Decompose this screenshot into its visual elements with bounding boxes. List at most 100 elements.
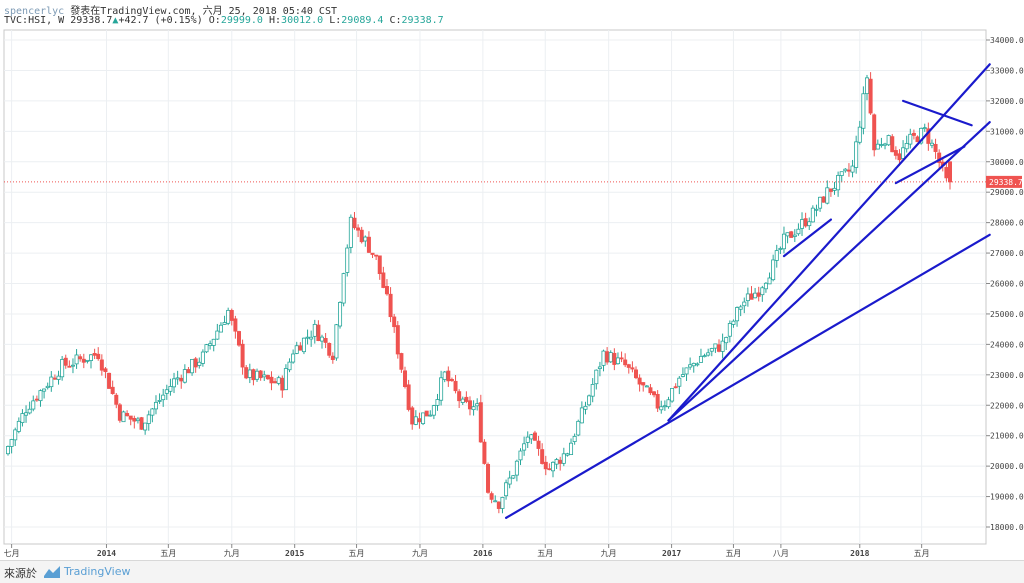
x-tick-label: 五月	[725, 549, 741, 558]
candle-body	[417, 418, 422, 423]
x-tick-label: 九月	[224, 549, 240, 558]
candle-body	[500, 496, 505, 509]
candle-body	[20, 413, 25, 424]
candle-body	[56, 375, 61, 380]
price-chart[interactable]: 18000.0 19000.0 20000.0 21000.0 22000.0 23000…	[0, 0, 1024, 560]
author-link[interactable]: spencerlyc	[4, 6, 65, 17]
candle-body	[666, 399, 671, 408]
x-tick-label: 九月	[601, 549, 617, 558]
candle-body	[753, 292, 758, 299]
candle-body	[558, 459, 563, 464]
candle-body	[330, 355, 335, 360]
candle-body	[135, 418, 140, 422]
candle-body	[406, 384, 411, 410]
price-axis[interactable]: 18000.0 19000.0 20000.0 21000.0 22000.0 23000…	[986, 36, 1024, 532]
candle-body	[200, 351, 205, 364]
candle-body	[915, 136, 920, 143]
candle-body	[222, 322, 227, 325]
candle-body	[395, 325, 400, 355]
tradingview-brand[interactable]: TradingView	[64, 565, 131, 578]
candle-body	[832, 187, 837, 191]
x-tick-label: 五月	[349, 549, 365, 558]
candle-body	[594, 369, 599, 385]
candle-body	[608, 352, 613, 363]
candle-body	[684, 367, 689, 375]
trendline[interactable]	[667, 63, 991, 422]
candle-body	[641, 382, 646, 386]
candle-body	[388, 293, 393, 318]
candle-body	[843, 168, 848, 172]
x-tick-label: 2014	[97, 549, 116, 558]
candle-body	[327, 342, 332, 356]
candle-body	[662, 405, 667, 408]
candle-body	[172, 378, 177, 388]
candle-body	[229, 310, 234, 321]
y-tick-label: 19000.0	[990, 493, 1024, 502]
candle-body	[893, 150, 898, 156]
candle-body	[673, 386, 678, 389]
candle-body	[374, 254, 379, 257]
y-tick-label: 23000.0	[990, 371, 1024, 380]
candle-body	[42, 388, 47, 392]
low-label: L:	[329, 15, 342, 26]
candle-body	[164, 389, 169, 394]
y-tick-label: 18000.0	[990, 523, 1024, 532]
candle-body	[587, 395, 592, 406]
candle-body	[514, 460, 519, 476]
candle-body	[901, 147, 906, 159]
candle-body	[215, 330, 220, 340]
candle-body	[157, 400, 162, 402]
trendline[interactable]	[894, 145, 966, 185]
candle-body	[637, 377, 642, 385]
tradingview-logo-icon[interactable]	[44, 566, 60, 578]
candle-body	[193, 358, 198, 368]
candle-body	[125, 413, 130, 417]
trendline[interactable]	[504, 233, 991, 519]
candle-body	[182, 369, 187, 383]
candle-body	[698, 355, 703, 363]
candle-body	[348, 216, 353, 248]
candle-body	[709, 348, 714, 352]
candle-body	[576, 420, 581, 436]
candle-body	[540, 449, 545, 464]
y-tick-label: 20000.0	[990, 462, 1024, 471]
y-tick-label: 25000.0	[990, 310, 1024, 319]
candle-body	[370, 252, 375, 255]
candle-body	[569, 442, 574, 455]
trendlines[interactable]	[504, 63, 991, 519]
candle-body	[291, 353, 296, 363]
candle-body	[796, 228, 801, 235]
candle-body	[482, 441, 487, 464]
candle-body	[864, 77, 869, 95]
candle-body	[731, 320, 736, 325]
candle-body	[34, 398, 39, 401]
x-tick-label: 五月	[537, 549, 553, 558]
x-tick-label: 2018	[850, 549, 869, 558]
plot-area[interactable]	[3, 29, 987, 545]
candle-body	[78, 356, 83, 360]
candle-body	[60, 359, 65, 378]
candle-body	[781, 233, 786, 250]
candle-body	[807, 221, 812, 227]
candle-body	[236, 331, 241, 346]
candle-body	[886, 135, 891, 146]
candle-body	[453, 380, 458, 392]
candle-body	[161, 394, 166, 401]
candle-body	[626, 364, 631, 368]
last-price-tag-label: 29338.7	[989, 178, 1023, 187]
candle-body	[63, 357, 68, 366]
trendline[interactable]	[782, 218, 832, 258]
candle-body	[691, 362, 696, 367]
candle-body	[334, 324, 339, 359]
candle-body	[532, 432, 537, 441]
candle-body	[623, 359, 628, 366]
candle-body	[240, 343, 245, 368]
candle-body	[204, 344, 209, 353]
up-arrow-icon: ▲	[112, 15, 119, 26]
trendline[interactable]	[901, 99, 973, 127]
trendline[interactable]	[667, 121, 991, 422]
candle-body	[644, 385, 649, 388]
time-axis[interactable]: 七月 2014 五月 九月 2015 五月 九月 2016 五月 九月 2017 五月 八月 2018 五月	[4, 544, 930, 558]
candle-body	[89, 354, 94, 361]
y-tick-label: 33000.0	[990, 66, 1024, 75]
